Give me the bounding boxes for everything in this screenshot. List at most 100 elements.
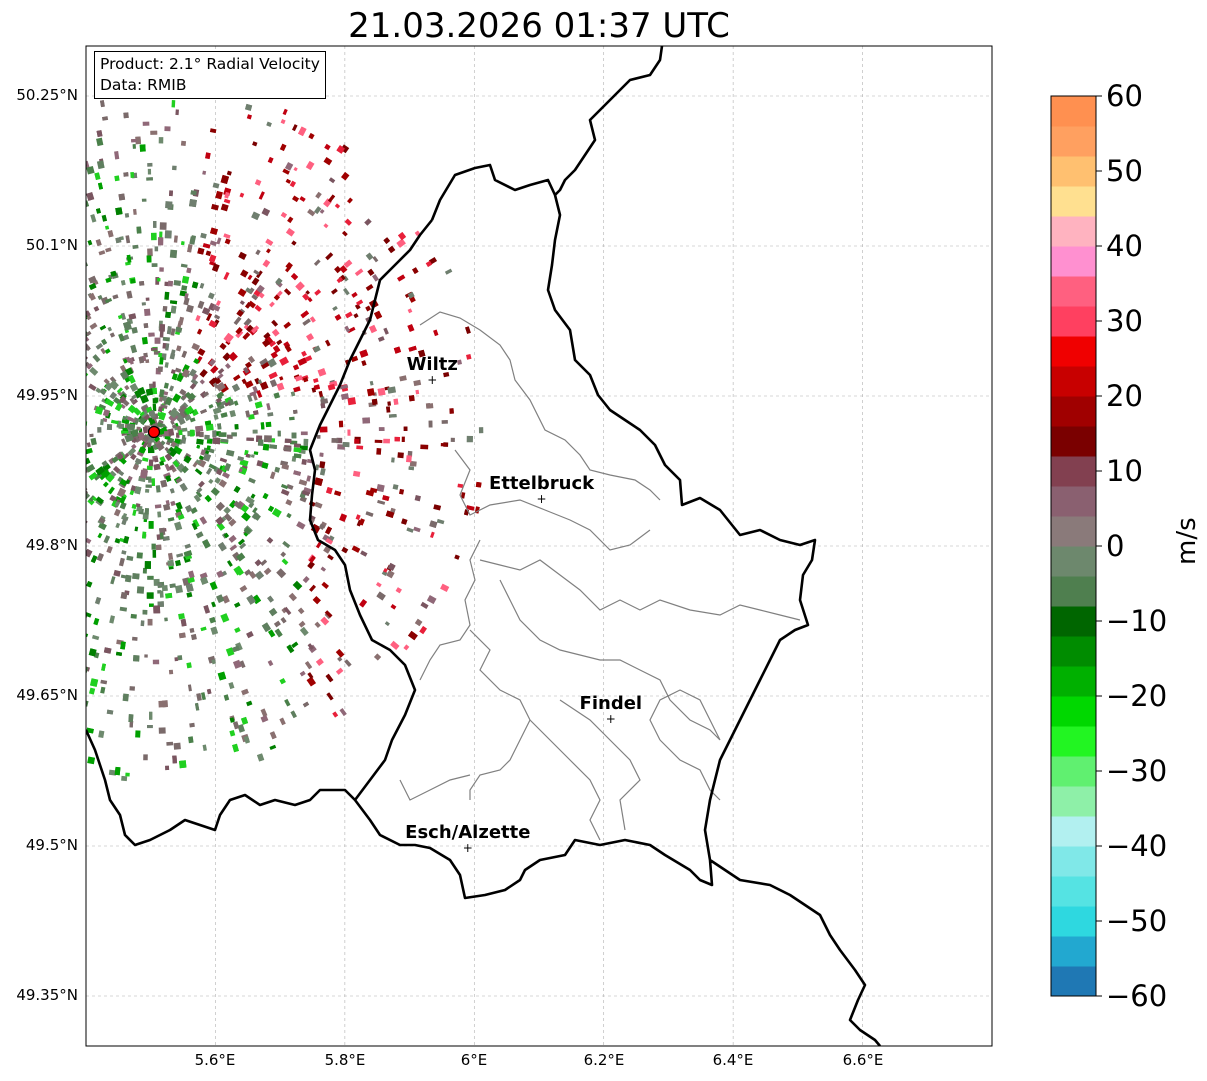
echo-pixel bbox=[190, 378, 199, 386]
echo-pixel bbox=[65, 405, 69, 411]
echo-pixel bbox=[160, 479, 168, 488]
echo-pixel bbox=[250, 454, 255, 458]
echo-pixel bbox=[49, 336, 57, 344]
echo-pixel bbox=[173, 279, 182, 286]
echo-pixel bbox=[314, 289, 322, 296]
echo-pixel bbox=[157, 511, 162, 518]
echo-pixel bbox=[392, 484, 399, 490]
echo-pixel bbox=[63, 463, 69, 471]
echo-pixel bbox=[347, 397, 357, 406]
echo-pixel bbox=[189, 627, 195, 633]
echo-pixel bbox=[62, 319, 68, 325]
echo-pixel bbox=[104, 225, 110, 230]
echo-pixel bbox=[313, 378, 319, 383]
echo-pixel bbox=[158, 137, 164, 144]
echo-pixel bbox=[77, 611, 83, 618]
echo-pixel bbox=[67, 441, 72, 448]
echo-pixel bbox=[113, 569, 121, 577]
echo-pixel bbox=[132, 244, 139, 249]
echo-pixel bbox=[268, 629, 276, 638]
echo-pixel bbox=[11, 177, 19, 186]
echo-pixel bbox=[145, 476, 152, 481]
echo-pixel bbox=[285, 178, 291, 184]
echo-pixel bbox=[309, 584, 316, 592]
echo-pixel bbox=[293, 447, 302, 453]
echo-pixel bbox=[256, 270, 263, 279]
echo-pixel bbox=[186, 267, 192, 274]
echo-pixel bbox=[155, 544, 162, 551]
echo-pixel bbox=[146, 725, 153, 729]
city-label: Ettelbruck bbox=[489, 473, 595, 494]
echo-pixel bbox=[211, 601, 216, 608]
echo-pixel bbox=[140, 469, 148, 479]
echo-pixel bbox=[279, 143, 287, 152]
echo-pixel bbox=[285, 227, 295, 237]
echo-pixel bbox=[43, 470, 50, 477]
echo-pixel bbox=[254, 179, 262, 186]
echo-pixel bbox=[178, 316, 185, 326]
echo-pixel bbox=[15, 436, 22, 440]
echo-pixel bbox=[258, 292, 265, 299]
echo-pixel bbox=[265, 238, 274, 246]
echo-pixel bbox=[175, 559, 182, 567]
echo-pixel bbox=[269, 379, 278, 388]
echo-pixel bbox=[219, 400, 227, 407]
echo-pixel bbox=[129, 686, 135, 691]
echo-pixel bbox=[324, 610, 333, 618]
echo-pixel bbox=[3, 192, 10, 199]
echo-pixel bbox=[86, 165, 95, 175]
echo-pixel bbox=[183, 297, 190, 306]
echo-pixel bbox=[253, 451, 259, 455]
echo-pixel bbox=[21, 507, 30, 515]
echo-pixel bbox=[226, 170, 232, 176]
echo-pixel bbox=[69, 264, 76, 272]
echo-pixel bbox=[338, 420, 344, 428]
echo-pixel bbox=[281, 558, 289, 566]
echo-pixel bbox=[288, 592, 298, 602]
echo-pixel bbox=[146, 177, 153, 181]
echo-pixel bbox=[187, 577, 195, 584]
echo-pixel bbox=[54, 353, 64, 363]
echo-pixel bbox=[65, 372, 73, 380]
echo-pixel bbox=[163, 382, 169, 389]
echo-pixel bbox=[299, 496, 307, 503]
echo-pixel bbox=[307, 208, 316, 217]
echo-pixel bbox=[179, 760, 187, 769]
echo-pixel bbox=[23, 484, 33, 493]
echo-pixel bbox=[7, 191, 14, 197]
echo-pixel bbox=[217, 368, 225, 375]
echo-pixel bbox=[430, 531, 435, 539]
echo-pixel bbox=[141, 405, 149, 412]
echo-pixel bbox=[391, 457, 395, 463]
echo-pixel bbox=[45, 214, 53, 223]
echo-pixel bbox=[101, 460, 109, 467]
echo-pixel bbox=[196, 693, 202, 702]
echo-pixel bbox=[170, 328, 176, 336]
echo-pixel bbox=[15, 406, 21, 410]
echo-pixel bbox=[407, 291, 415, 299]
echo-pixel bbox=[359, 349, 369, 358]
echo-pixel bbox=[200, 576, 209, 585]
echo-pixel bbox=[47, 202, 54, 209]
echo-pixel bbox=[197, 247, 205, 255]
echo-pixel bbox=[204, 434, 210, 440]
echo-pixel bbox=[251, 211, 260, 221]
echo-pixel bbox=[60, 451, 66, 457]
echo-pixel bbox=[176, 463, 186, 473]
echo-pixel bbox=[168, 669, 174, 675]
echo-pixel bbox=[102, 462, 111, 472]
echo-pixel bbox=[152, 549, 157, 558]
echo-pixel bbox=[167, 428, 175, 437]
echo-pixel bbox=[39, 214, 46, 223]
echo-pixel bbox=[62, 716, 69, 723]
echo-pixel bbox=[29, 679, 36, 685]
echo-pixel bbox=[200, 626, 207, 632]
echo-pixel bbox=[79, 219, 85, 224]
echo-pixel bbox=[223, 332, 234, 344]
echo-pixel bbox=[272, 345, 281, 353]
echo-pixel bbox=[68, 112, 74, 121]
echo-pixel bbox=[162, 536, 170, 541]
echo-pixel bbox=[43, 207, 48, 213]
echo-pixel bbox=[100, 348, 106, 355]
echo-pixel bbox=[50, 302, 56, 308]
